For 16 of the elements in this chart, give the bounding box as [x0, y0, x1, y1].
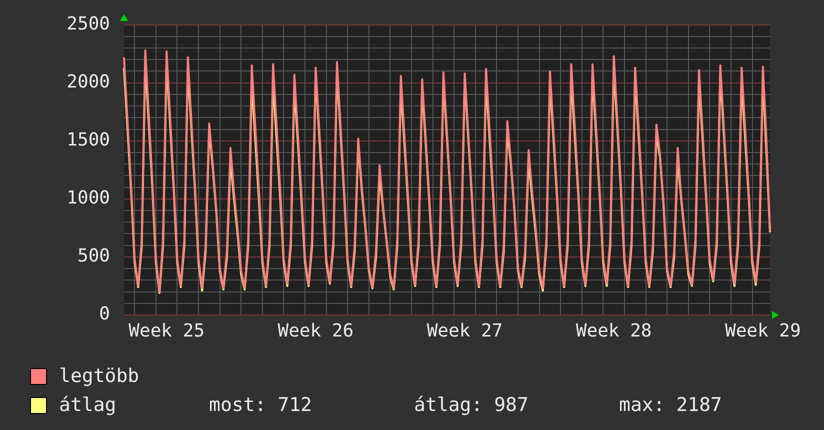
x-tick-label: Week 25	[128, 320, 205, 342]
y-tick-label: 0	[99, 304, 110, 325]
legend-label: legtöbb	[59, 364, 140, 389]
x-tick-label: Week 29	[724, 320, 801, 342]
x-tick-label: Week 26	[278, 320, 354, 342]
text: max: 2187	[619, 393, 722, 418]
y-tick-label: 2000	[66, 72, 110, 93]
text: most: 712	[209, 393, 313, 418]
text: átlag: 987	[414, 393, 530, 418]
y-tick-label: 1000	[66, 188, 110, 209]
y-tick-label: 2500	[66, 13, 110, 34]
legend-label: átlag	[59, 393, 118, 418]
y-tick-label: 500	[77, 246, 110, 267]
x-tick-label: Week 28	[576, 320, 652, 342]
x-tick-label: Week 27	[426, 320, 503, 342]
y-tick-label: 1500	[66, 130, 110, 151]
